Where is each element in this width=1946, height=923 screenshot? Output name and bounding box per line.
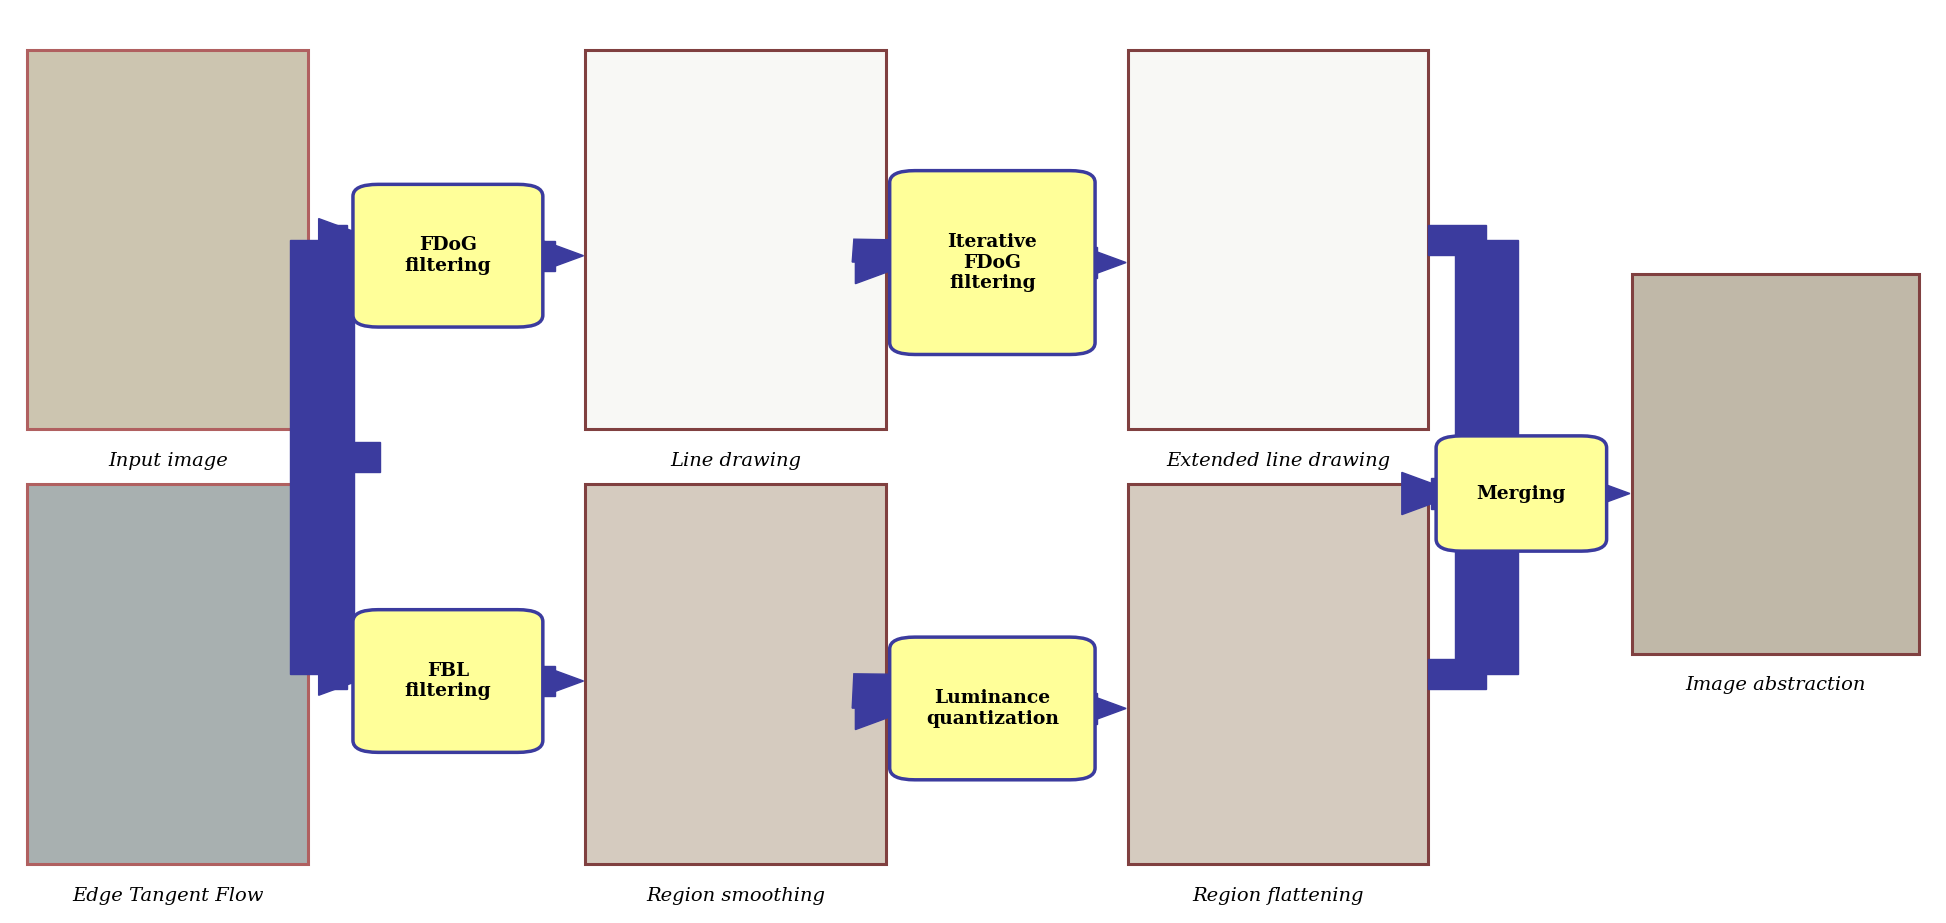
Text: Extended line drawing: Extended line drawing	[1166, 452, 1389, 471]
FancyBboxPatch shape	[27, 50, 307, 429]
Polygon shape	[321, 442, 379, 472]
FancyBboxPatch shape	[586, 50, 885, 429]
Polygon shape	[1401, 473, 1460, 515]
FancyBboxPatch shape	[889, 637, 1096, 780]
Text: FBL
filtering: FBL filtering	[405, 662, 490, 701]
Polygon shape	[1428, 224, 1487, 255]
Text: Image abstraction: Image abstraction	[1685, 677, 1866, 694]
Polygon shape	[1454, 240, 1518, 674]
FancyBboxPatch shape	[27, 485, 307, 864]
Text: Edge Tangent Flow: Edge Tangent Flow	[72, 887, 263, 905]
FancyBboxPatch shape	[1633, 274, 1919, 653]
Polygon shape	[1068, 242, 1127, 283]
Polygon shape	[852, 239, 919, 263]
Polygon shape	[1428, 659, 1487, 689]
FancyBboxPatch shape	[352, 185, 543, 327]
Text: Line drawing: Line drawing	[669, 452, 802, 471]
Polygon shape	[856, 242, 913, 283]
Polygon shape	[1068, 688, 1127, 729]
Polygon shape	[1572, 473, 1631, 515]
Polygon shape	[1070, 247, 1098, 278]
Polygon shape	[1070, 693, 1098, 724]
Text: Luminance
quantization: Luminance quantization	[926, 689, 1059, 728]
Polygon shape	[525, 660, 584, 702]
Polygon shape	[319, 653, 376, 695]
Polygon shape	[1582, 478, 1602, 509]
FancyBboxPatch shape	[1129, 485, 1428, 864]
FancyBboxPatch shape	[889, 171, 1096, 354]
Polygon shape	[321, 224, 348, 255]
Text: FDoG
filtering: FDoG filtering	[405, 236, 490, 275]
FancyBboxPatch shape	[1129, 50, 1428, 429]
Text: Region smoothing: Region smoothing	[646, 887, 825, 905]
Text: Iterative
FDoG
filtering: Iterative FDoG filtering	[948, 233, 1037, 293]
Polygon shape	[518, 665, 555, 696]
Polygon shape	[290, 240, 354, 674]
Polygon shape	[518, 241, 555, 270]
Polygon shape	[525, 234, 584, 277]
Polygon shape	[856, 688, 913, 729]
Text: Merging: Merging	[1477, 485, 1567, 502]
FancyBboxPatch shape	[1436, 436, 1607, 551]
Text: Region flattening: Region flattening	[1193, 887, 1364, 905]
FancyBboxPatch shape	[352, 610, 543, 752]
Polygon shape	[319, 219, 376, 261]
Text: Input image: Input image	[109, 452, 228, 471]
Polygon shape	[852, 674, 919, 709]
Polygon shape	[1430, 478, 1487, 509]
Polygon shape	[321, 659, 348, 689]
FancyBboxPatch shape	[586, 485, 885, 864]
